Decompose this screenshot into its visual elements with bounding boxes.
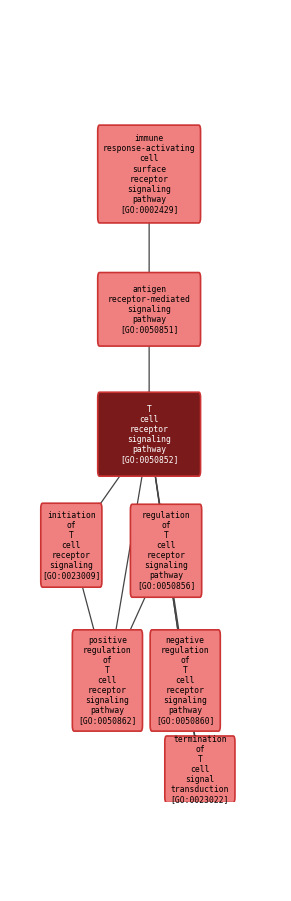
Text: immune
response-activating
cell
surface
receptor
signaling
pathway
[GO:0002429]: immune response-activating cell surface …	[103, 134, 196, 214]
FancyBboxPatch shape	[165, 736, 235, 803]
Text: regulation
of
T
cell
receptor
signaling
pathway
[GO:0050856]: regulation of T cell receptor signaling …	[137, 511, 195, 590]
Text: initiation
of
T
cell
receptor
signaling
[GO:0023009]: initiation of T cell receptor signaling …	[42, 511, 101, 580]
FancyBboxPatch shape	[150, 630, 220, 731]
Text: T
cell
receptor
signaling
pathway
[GO:0050852]: T cell receptor signaling pathway [GO:00…	[120, 405, 178, 464]
FancyBboxPatch shape	[72, 630, 143, 731]
FancyBboxPatch shape	[98, 125, 200, 223]
FancyBboxPatch shape	[98, 272, 200, 346]
Text: antigen
receptor-mediated
signaling
pathway
[GO:0050851]: antigen receptor-mediated signaling path…	[108, 285, 191, 334]
Text: negative
regulation
of
T
cell
receptor
signaling
pathway
[GO:0050860]: negative regulation of T cell receptor s…	[156, 636, 214, 725]
Text: positive
regulation
of
T
cell
receptor
signaling
pathway
[GO:0050862]: positive regulation of T cell receptor s…	[78, 636, 137, 725]
FancyBboxPatch shape	[41, 504, 102, 587]
FancyBboxPatch shape	[130, 505, 202, 597]
Text: termination
of
T
cell
signal
transduction
[GO:0023022]: termination of T cell signal transductio…	[171, 734, 229, 804]
FancyBboxPatch shape	[98, 392, 200, 476]
